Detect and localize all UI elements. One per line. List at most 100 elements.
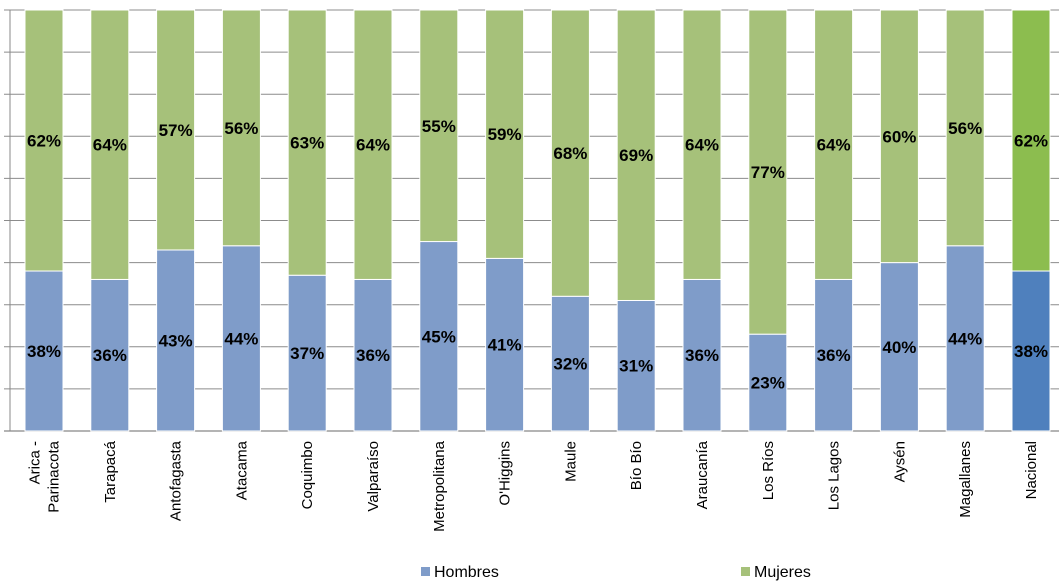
- bar-mujeres-araucania: [682, 9, 722, 280]
- category-label-los-rios: Los Ríos: [760, 441, 777, 500]
- bar-hombres-valparaiso: [353, 278, 393, 432]
- bar-hombres-los-lagos: [814, 278, 854, 432]
- category-label-line: Arica -: [27, 441, 44, 484]
- category-label-line: Atacama: [233, 440, 250, 500]
- value-label-mujeres-bio-bio: 69%: [619, 146, 653, 165]
- value-label-hombres-o-higgins: 41%: [488, 336, 522, 355]
- bar-hombres-antofagasta: [156, 249, 196, 432]
- category-label-arica-parinacota: Arica - Parinacota: [27, 440, 63, 512]
- category-label-line: Araucanía: [694, 440, 711, 509]
- bar-mujeres-coquimbo: [287, 9, 327, 276]
- value-label-mujeres-valparaiso: 64%: [356, 136, 390, 155]
- bar-hombres-atacama: [221, 245, 261, 432]
- bar-mujeres-antofagasta: [156, 9, 196, 251]
- legend-label-hombres: Hombres: [434, 564, 499, 581]
- value-label-hombres-valparaiso: 36%: [356, 346, 390, 365]
- value-label-mujeres-atacama: 56%: [224, 119, 258, 138]
- value-label-mujeres-arica-parinacota: 62%: [27, 132, 61, 151]
- bar-hombres-araucania: [682, 278, 722, 432]
- value-label-mujeres-metropolitana: 55%: [422, 117, 456, 136]
- category-label-line: Maule: [562, 441, 579, 482]
- category-label-o-higgins: O'Higgins: [497, 441, 514, 506]
- value-label-hombres-atacama: 44%: [224, 329, 258, 348]
- bar-hombres-arica-parinacota: [24, 270, 64, 432]
- value-label-mujeres-tarapaca: 64%: [93, 136, 127, 155]
- category-label-atacama: Atacama: [233, 440, 250, 500]
- value-label-hombres-aysen: 40%: [882, 338, 916, 357]
- category-label-araucania: Araucanía: [694, 440, 711, 509]
- category-label-line: Aysén: [891, 441, 908, 482]
- category-label-valparaiso: Valparaíso: [365, 441, 382, 512]
- bar-mujeres-metropolitana: [419, 9, 459, 243]
- value-label-mujeres-antofagasta: 57%: [159, 121, 193, 140]
- value-labels: 38% 62% 36% 64% 43% 57% 44% 56% 37% 63% 36% 64% 45% 5…: [27, 117, 1048, 393]
- bar-mujeres-nacional: [1011, 9, 1051, 272]
- category-label-line: Metropolitana: [431, 440, 448, 532]
- category-labels: Arica - Parinacota Tarapacá Antofagasta Atac…: [27, 440, 1041, 532]
- legend-swatch-hombres: [421, 567, 430, 576]
- bar-mujeres-arica-parinacota: [24, 9, 64, 272]
- value-label-hombres-tarapaca: 36%: [93, 346, 127, 365]
- category-label-tarapaca: Tarapacá: [102, 440, 119, 502]
- bar-mujeres-bio-bio: [616, 9, 656, 301]
- value-label-mujeres-los-lagos: 64%: [817, 136, 851, 155]
- value-label-hombres-araucania: 36%: [685, 346, 719, 365]
- bar-mujeres-los-lagos: [814, 9, 854, 280]
- value-label-mujeres-araucania: 64%: [685, 136, 719, 155]
- category-label-maule: Maule: [562, 441, 579, 482]
- value-label-hombres-coquimbo: 37%: [290, 344, 324, 363]
- bar-mujeres-valparaiso: [353, 9, 393, 280]
- bar-hombres-los-rios: [748, 333, 788, 432]
- category-label-antofagasta: Antofagasta: [168, 440, 185, 521]
- value-label-mujeres-coquimbo: 63%: [290, 134, 324, 153]
- bar-mujeres-tarapaca: [90, 9, 130, 280]
- category-label-line: Bío Bío: [628, 441, 645, 490]
- value-label-hombres-arica-parinacota: 38%: [27, 342, 61, 361]
- category-label-line: Los Ríos: [760, 441, 777, 500]
- value-label-mujeres-nacional: 62%: [1014, 132, 1048, 151]
- bar-mujeres-aysen: [879, 9, 919, 264]
- value-label-hombres-magallanes: 44%: [948, 329, 982, 348]
- category-label-line: O'Higgins: [497, 441, 514, 506]
- value-label-mujeres-aysen: 60%: [882, 127, 916, 146]
- bar-hombres-magallanes: [945, 245, 985, 432]
- category-label-metropolitana: Metropolitana: [431, 440, 448, 532]
- category-label-line: Los Lagos: [826, 441, 843, 510]
- category-label-line: Parinacota: [46, 440, 63, 512]
- category-label-line: Tarapacá: [102, 440, 119, 502]
- category-label-aysen: Aysén: [891, 441, 908, 482]
- category-label-magallanes: Magallanes: [957, 441, 974, 518]
- value-label-mujeres-magallanes: 56%: [948, 119, 982, 138]
- value-label-hombres-metropolitana: 45%: [422, 327, 456, 346]
- legend-label-mujeres: Mujeres: [754, 564, 811, 581]
- bar-hombres-nacional: [1011, 270, 1051, 432]
- legend-swatch-mujeres: [741, 567, 750, 576]
- bar-hombres-metropolitana: [419, 241, 459, 432]
- category-label-line: Magallanes: [957, 441, 974, 518]
- value-label-hombres-nacional: 38%: [1014, 342, 1048, 361]
- value-label-mujeres-o-higgins: 59%: [488, 125, 522, 144]
- value-label-mujeres-maule: 68%: [553, 144, 587, 163]
- value-label-hombres-los-rios: 23%: [751, 374, 785, 393]
- bar-hombres-o-higgins: [485, 257, 525, 432]
- bar-mujeres-o-higgins: [485, 9, 525, 259]
- category-label-line: Nacional: [1023, 441, 1040, 499]
- category-label-line: Antofagasta: [168, 440, 185, 521]
- bar-hombres-maule: [550, 295, 590, 432]
- category-label-los-lagos: Los Lagos: [826, 441, 843, 510]
- category-label-nacional: Nacional: [1023, 441, 1040, 499]
- value-label-hombres-maule: 32%: [553, 355, 587, 374]
- bar-mujeres-maule: [550, 9, 590, 297]
- legend: Hombres Mujeres: [421, 564, 811, 581]
- bar-hombres-aysen: [879, 262, 919, 432]
- value-label-hombres-bio-bio: 31%: [619, 357, 653, 376]
- category-label-bio-bio: Bío Bío: [628, 441, 645, 490]
- category-label-line: Valparaíso: [365, 441, 382, 512]
- category-label-coquimbo: Coquimbo: [299, 441, 316, 509]
- value-label-mujeres-los-rios: 77%: [751, 163, 785, 182]
- bar-mujeres-atacama: [221, 9, 261, 247]
- bar-hombres-bio-bio: [616, 299, 656, 432]
- value-label-hombres-antofagasta: 43%: [159, 331, 193, 350]
- value-label-hombres-los-lagos: 36%: [817, 346, 851, 365]
